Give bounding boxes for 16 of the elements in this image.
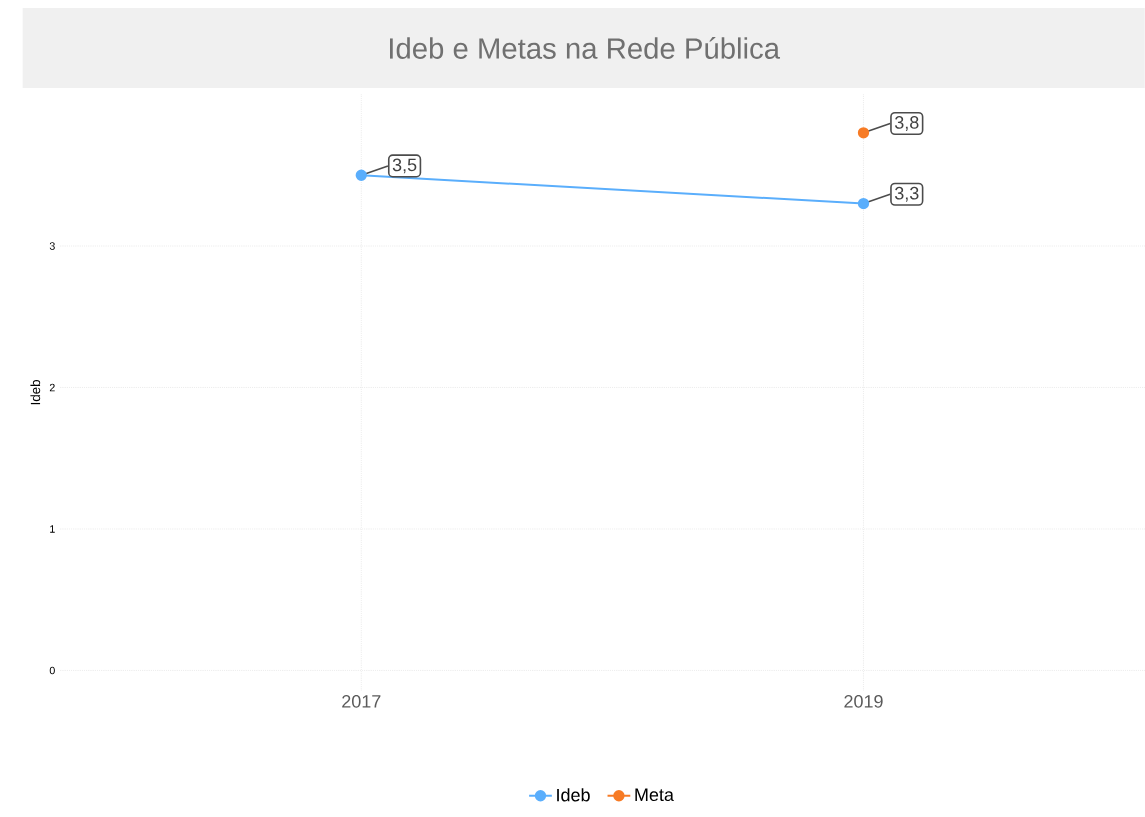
y-tick-label: 2 (49, 383, 55, 392)
y-axis-title: Ideb (30, 380, 41, 405)
point (355, 169, 367, 181)
legend-label: Ideb (557, 788, 590, 802)
legend-label: Meta (635, 788, 674, 802)
chart-title: Ideb e Metas na Rede Pública (390, 37, 781, 59)
y-tick-label: 0 (49, 666, 55, 675)
point (857, 127, 870, 139)
point (857, 197, 870, 210)
y-tick-label: 3 (49, 242, 55, 250)
data-label: 3,3 (894, 186, 919, 202)
data-label: 3,5 (392, 158, 417, 174)
y-tick-label: 1 (50, 525, 55, 533)
data-label: 3,8 (894, 116, 919, 131)
x-tick-label: 2017 (342, 695, 381, 708)
x-tick-label: 2019 (844, 695, 883, 708)
